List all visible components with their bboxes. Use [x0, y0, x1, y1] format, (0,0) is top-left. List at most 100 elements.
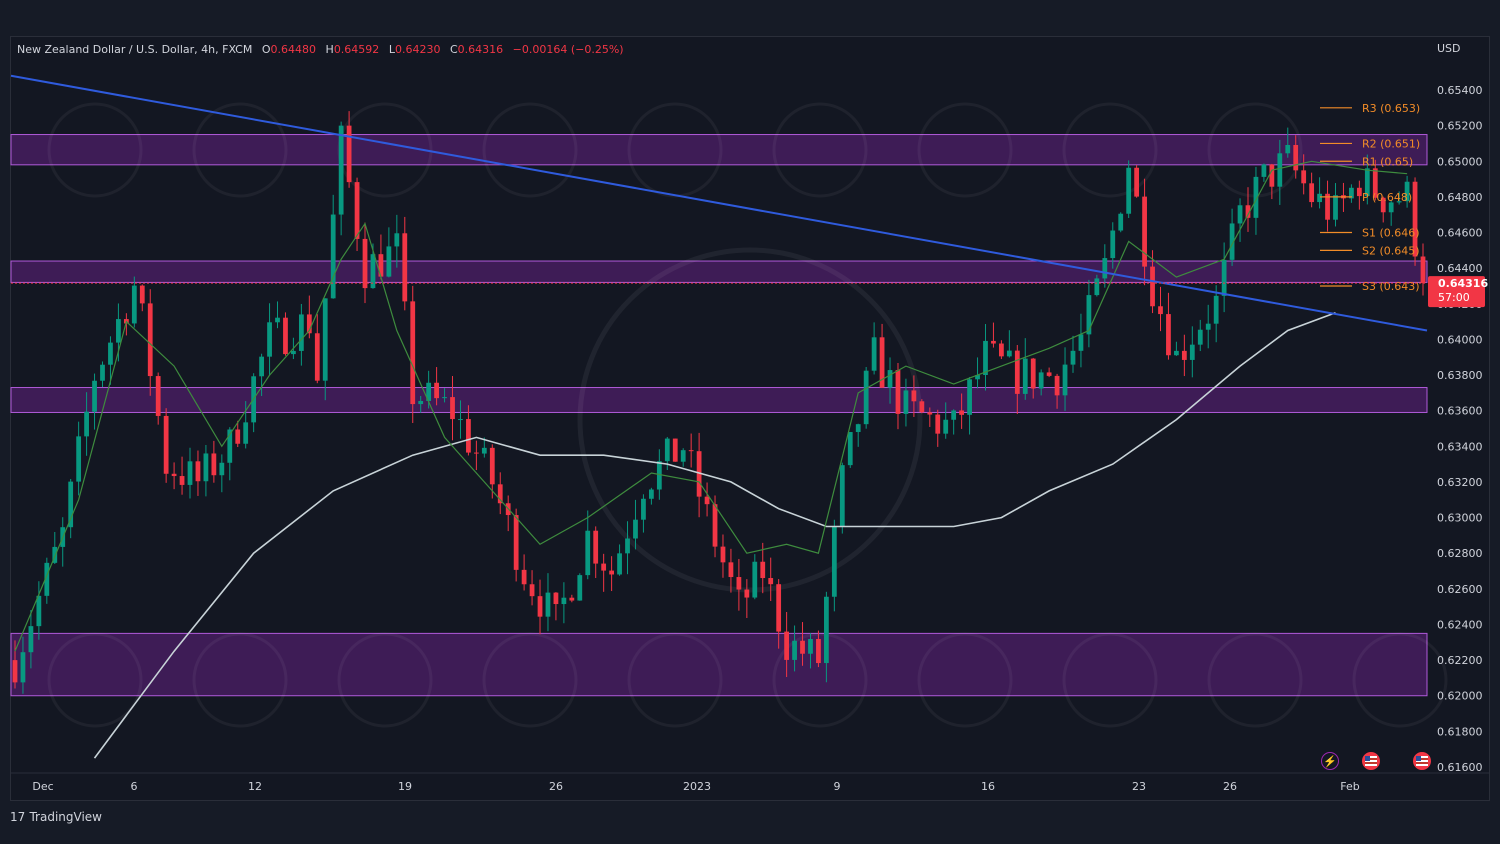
candle[interactable]: [871, 337, 877, 371]
candle[interactable]: [450, 397, 455, 420]
candle[interactable]: [1110, 230, 1116, 259]
candle[interactable]: [267, 322, 272, 357]
candle[interactable]: [1038, 372, 1044, 389]
candle[interactable]: [704, 496, 710, 505]
candle[interactable]: [1396, 201, 1402, 203]
candle[interactable]: [147, 303, 153, 377]
candle[interactable]: [179, 476, 185, 485]
candle[interactable]: [601, 563, 607, 571]
candle[interactable]: [1078, 334, 1084, 351]
candle[interactable]: [259, 356, 264, 377]
candle[interactable]: [426, 382, 432, 401]
candle[interactable]: [402, 233, 408, 302]
candle[interactable]: [808, 639, 813, 654]
candle[interactable]: [672, 438, 678, 462]
candle[interactable]: [696, 451, 702, 497]
candle[interactable]: [1126, 167, 1132, 214]
candle[interactable]: [28, 626, 34, 653]
candle[interactable]: [1349, 187, 1354, 199]
candle[interactable]: [330, 214, 336, 299]
candle[interactable]: [839, 465, 845, 527]
candle[interactable]: [36, 595, 42, 627]
candle[interactable]: [959, 410, 965, 415]
candle[interactable]: [354, 182, 360, 239]
candle[interactable]: [489, 447, 495, 485]
candle[interactable]: [1388, 202, 1394, 213]
candle[interactable]: [155, 376, 161, 416]
candle[interactable]: [1364, 168, 1370, 197]
candle[interactable]: [975, 375, 980, 380]
candle[interactable]: [999, 343, 1004, 357]
candle[interactable]: [569, 597, 575, 601]
candle[interactable]: [362, 238, 368, 289]
candle[interactable]: [68, 481, 74, 528]
candle[interactable]: [1181, 350, 1187, 360]
candle[interactable]: [394, 233, 400, 247]
candle[interactable]: [529, 584, 535, 597]
candle[interactable]: [1301, 170, 1307, 184]
candle[interactable]: [1380, 197, 1386, 213]
candle[interactable]: [617, 553, 622, 575]
trendline[interactable]: [10, 74, 1428, 332]
candle[interactable]: [1094, 278, 1100, 296]
candle[interactable]: [171, 473, 177, 477]
candle[interactable]: [1325, 193, 1330, 220]
candle[interactable]: [283, 317, 288, 355]
candle[interactable]: [792, 640, 797, 660]
candle[interactable]: [943, 419, 949, 434]
candle[interactable]: [824, 596, 829, 664]
candle[interactable]: [831, 526, 837, 597]
candle[interactable]: [1269, 164, 1275, 187]
candle[interactable]: [1174, 350, 1179, 356]
candle[interactable]: [561, 597, 567, 605]
tradingview-logo[interactable]: 17 TradingView: [10, 810, 102, 824]
candle[interactable]: [1277, 153, 1283, 187]
candle[interactable]: [44, 562, 50, 596]
candle[interactable]: [410, 301, 416, 405]
candle[interactable]: [1293, 144, 1299, 171]
candle[interactable]: [195, 461, 201, 482]
candle[interactable]: [1404, 181, 1410, 202]
candle[interactable]: [641, 498, 646, 520]
candle[interactable]: [1062, 364, 1068, 396]
candle[interactable]: [187, 461, 193, 485]
candle[interactable]: [887, 370, 893, 388]
candle[interactable]: [577, 575, 583, 601]
us-flag-icon[interactable]: [1413, 752, 1431, 770]
last-price-tag[interactable]: [1428, 276, 1485, 308]
candle[interactable]: [633, 519, 638, 539]
candle[interactable]: [139, 285, 145, 304]
candle[interactable]: [983, 340, 988, 376]
candle[interactable]: [521, 569, 527, 585]
candle[interactable]: [1229, 223, 1235, 260]
candle[interactable]: [1412, 181, 1418, 257]
candle[interactable]: [434, 382, 439, 399]
candle[interactable]: [585, 530, 591, 576]
candle[interactable]: [84, 411, 89, 437]
candle[interactable]: [1285, 144, 1291, 154]
candle[interactable]: [378, 254, 384, 277]
candle[interactable]: [442, 397, 447, 399]
candle[interactable]: [458, 419, 463, 421]
candle[interactable]: [680, 450, 686, 462]
candle[interactable]: [1197, 329, 1203, 345]
candle[interactable]: [656, 461, 662, 490]
candle[interactable]: [855, 424, 861, 433]
candle[interactable]: [291, 350, 296, 355]
candle[interactable]: [648, 489, 654, 499]
candle[interactable]: [306, 314, 312, 334]
candle[interactable]: [1221, 259, 1227, 296]
candle[interactable]: [1245, 205, 1251, 218]
candle[interactable]: [211, 453, 217, 476]
candle[interactable]: [473, 452, 479, 454]
candle[interactable]: [545, 592, 551, 617]
candle[interactable]: [235, 429, 241, 444]
candle[interactable]: [275, 317, 280, 323]
candle[interactable]: [1150, 266, 1155, 307]
us-flag-icon[interactable]: [1362, 752, 1380, 770]
candle[interactable]: [720, 546, 726, 563]
candle[interactable]: [768, 578, 774, 585]
candle[interactable]: [322, 298, 328, 381]
candle[interactable]: [1070, 350, 1076, 365]
candle[interactable]: [1420, 256, 1426, 284]
